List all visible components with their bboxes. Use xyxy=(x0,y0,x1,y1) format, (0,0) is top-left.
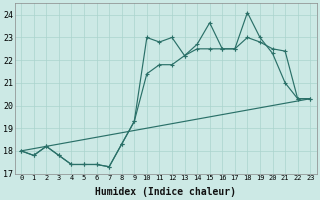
X-axis label: Humidex (Indice chaleur): Humidex (Indice chaleur) xyxy=(95,186,236,197)
